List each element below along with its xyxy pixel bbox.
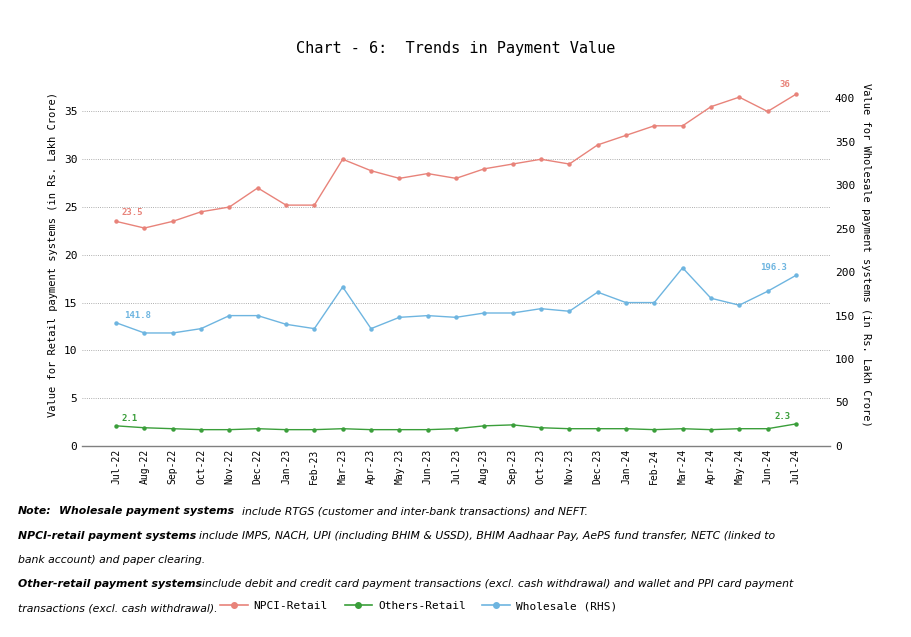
- Title: Chart - 6:  Trends in Payment Value: Chart - 6: Trends in Payment Value: [296, 41, 615, 55]
- Legend: NPCI-Retail, Others-Retail, Wholesale (RHS): NPCI-Retail, Others-Retail, Wholesale (R…: [216, 597, 620, 615]
- Text: Other-retail payment systems: Other-retail payment systems: [18, 579, 202, 589]
- Text: 2.3: 2.3: [773, 412, 790, 421]
- Text: 2.1: 2.1: [121, 414, 138, 423]
- Text: bank account) and paper clearing.: bank account) and paper clearing.: [18, 555, 205, 565]
- Y-axis label: Value for Wholesale payment systems (in Rs. Lakh Crore): Value for Wholesale payment systems (in …: [860, 83, 870, 427]
- Text: 23.5: 23.5: [121, 208, 143, 217]
- Text: Note:: Note:: [18, 506, 52, 517]
- Text: transactions (excl. cash withdrawal).: transactions (excl. cash withdrawal).: [18, 603, 218, 613]
- Text: include RTGS (customer and inter-bank transactions) and NEFT.: include RTGS (customer and inter-bank tr…: [241, 506, 587, 517]
- Text: include debit and credit card payment transactions (excl. cash withdrawal) and w: include debit and credit card payment tr…: [202, 579, 793, 589]
- Text: 141.8: 141.8: [125, 311, 151, 320]
- Text: 36: 36: [779, 80, 790, 89]
- Text: include IMPS, NACH, UPI (including BHIM & USSD), BHIM Aadhaar Pay, AePS fund tra: include IMPS, NACH, UPI (including BHIM …: [199, 531, 774, 541]
- Y-axis label: Value for Retail payment systems (in Rs. Lakh Crore): Value for Retail payment systems (in Rs.…: [48, 92, 58, 417]
- Text: Wholesale payment systems: Wholesale payment systems: [59, 506, 234, 517]
- Text: NPCI-retail payment systems: NPCI-retail payment systems: [18, 531, 196, 541]
- Text: 196.3: 196.3: [760, 263, 786, 272]
